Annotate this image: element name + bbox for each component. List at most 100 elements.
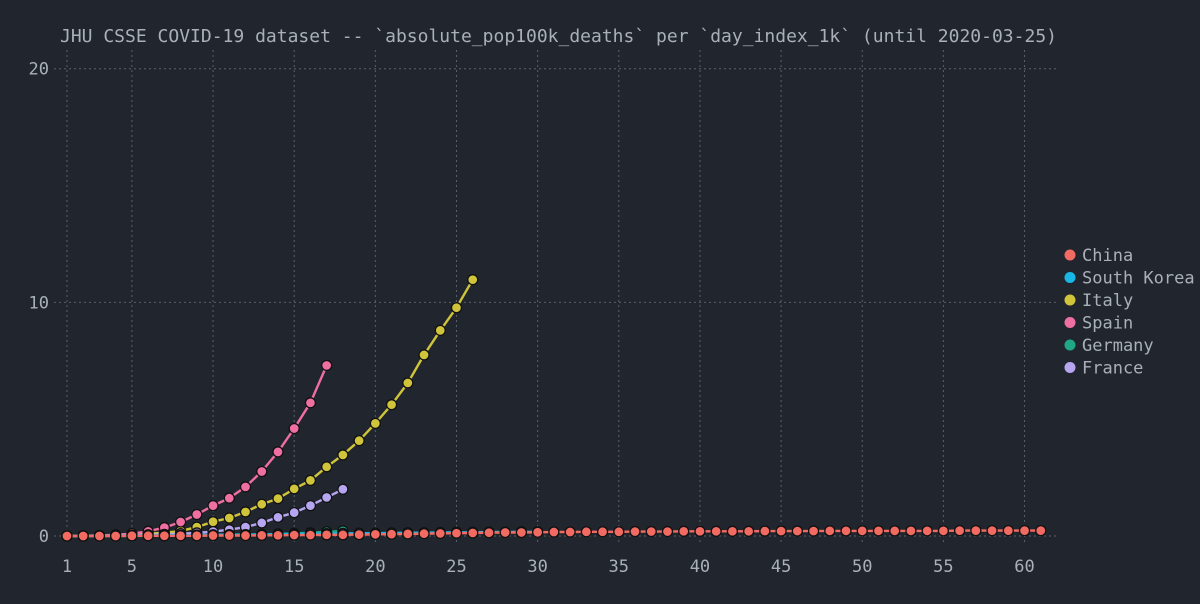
legend-marker bbox=[1064, 362, 1076, 373]
data-point bbox=[986, 524, 998, 537]
data-point bbox=[304, 529, 317, 541]
data-point bbox=[304, 499, 317, 512]
data-point bbox=[840, 525, 852, 537]
data-point bbox=[1035, 524, 1047, 537]
series-china bbox=[61, 524, 1047, 542]
data-point bbox=[937, 525, 950, 537]
x-tick-label: 35 bbox=[609, 557, 629, 577]
legend-item: France bbox=[1064, 359, 1143, 379]
data-point bbox=[174, 530, 187, 542]
data-point bbox=[629, 525, 641, 538]
data-point bbox=[791, 525, 803, 537]
data-point bbox=[239, 506, 252, 518]
data-point bbox=[288, 483, 300, 495]
legend-item: China bbox=[1064, 246, 1133, 266]
data-point bbox=[256, 465, 268, 478]
legend-item: Germany bbox=[1064, 336, 1154, 356]
data-point bbox=[321, 529, 333, 541]
data-point bbox=[207, 529, 219, 542]
data-point bbox=[110, 530, 122, 542]
data-point bbox=[483, 527, 495, 539]
legend-marker bbox=[1064, 249, 1076, 261]
x-tick-label: 10 bbox=[203, 557, 223, 577]
data-point bbox=[272, 492, 284, 505]
data-point bbox=[775, 525, 787, 537]
data-point bbox=[256, 529, 268, 541]
data-point bbox=[385, 399, 398, 411]
data-point bbox=[1018, 524, 1031, 537]
legend-label: Italy bbox=[1082, 291, 1133, 311]
data-point bbox=[499, 526, 511, 539]
legend-item: Spain bbox=[1064, 314, 1133, 334]
data-point bbox=[921, 525, 933, 537]
legend-label: South Korea bbox=[1082, 269, 1195, 289]
data-point bbox=[337, 483, 349, 495]
legend-label: China bbox=[1082, 246, 1133, 266]
legend-marker bbox=[1064, 294, 1076, 306]
x-tick-label: 25 bbox=[446, 557, 466, 577]
y-tick-label: 10 bbox=[29, 293, 49, 313]
x-tick-label: 55 bbox=[933, 557, 953, 577]
data-point bbox=[321, 491, 333, 504]
x-tick-label: 1 bbox=[62, 557, 72, 577]
legend-label: Spain bbox=[1082, 314, 1133, 334]
data-point bbox=[272, 511, 284, 523]
y-tick-label: 20 bbox=[29, 60, 49, 80]
data-point bbox=[223, 512, 235, 524]
data-point bbox=[450, 527, 463, 539]
data-point bbox=[467, 274, 479, 286]
data-point bbox=[694, 525, 706, 537]
data-point bbox=[239, 529, 252, 542]
data-point bbox=[742, 525, 755, 537]
data-point bbox=[288, 506, 300, 519]
x-tick-label: 15 bbox=[284, 557, 304, 577]
data-point bbox=[661, 525, 674, 538]
data-point bbox=[256, 517, 268, 529]
data-point bbox=[191, 508, 203, 521]
data-point bbox=[905, 525, 917, 537]
data-point bbox=[223, 492, 235, 504]
data-point bbox=[759, 525, 771, 537]
data-point bbox=[369, 528, 381, 541]
legend-marker bbox=[1064, 339, 1076, 351]
data-point bbox=[434, 324, 446, 337]
data-point bbox=[613, 526, 625, 538]
x-tick-label: 5 bbox=[127, 557, 137, 577]
data-point bbox=[239, 481, 252, 493]
data-point bbox=[402, 528, 414, 540]
data-point bbox=[321, 461, 333, 473]
data-point bbox=[678, 525, 690, 537]
data-point bbox=[418, 349, 430, 361]
data-point bbox=[304, 397, 317, 409]
legend-marker bbox=[1064, 317, 1076, 328]
data-point bbox=[207, 499, 219, 512]
data-point bbox=[191, 530, 203, 542]
data-point bbox=[126, 530, 138, 542]
data-point bbox=[174, 516, 187, 528]
data-point bbox=[710, 525, 722, 537]
data-point bbox=[158, 530, 171, 542]
data-point bbox=[434, 527, 446, 540]
data-point bbox=[272, 529, 284, 541]
data-point bbox=[353, 528, 365, 541]
data-point bbox=[223, 529, 235, 542]
legend-item: Italy bbox=[1064, 291, 1133, 311]
data-point bbox=[580, 526, 592, 538]
legend-label: France bbox=[1082, 359, 1143, 379]
data-point bbox=[467, 527, 479, 539]
data-point bbox=[353, 435, 365, 447]
legend-item: South Korea bbox=[1064, 269, 1195, 289]
series-layer bbox=[61, 274, 1047, 542]
data-point bbox=[531, 526, 544, 538]
data-point bbox=[450, 302, 463, 314]
data-point bbox=[337, 449, 349, 461]
data-point bbox=[369, 417, 381, 430]
data-point bbox=[596, 526, 609, 538]
data-point bbox=[872, 525, 885, 537]
x-tick-label: 60 bbox=[1014, 557, 1034, 577]
